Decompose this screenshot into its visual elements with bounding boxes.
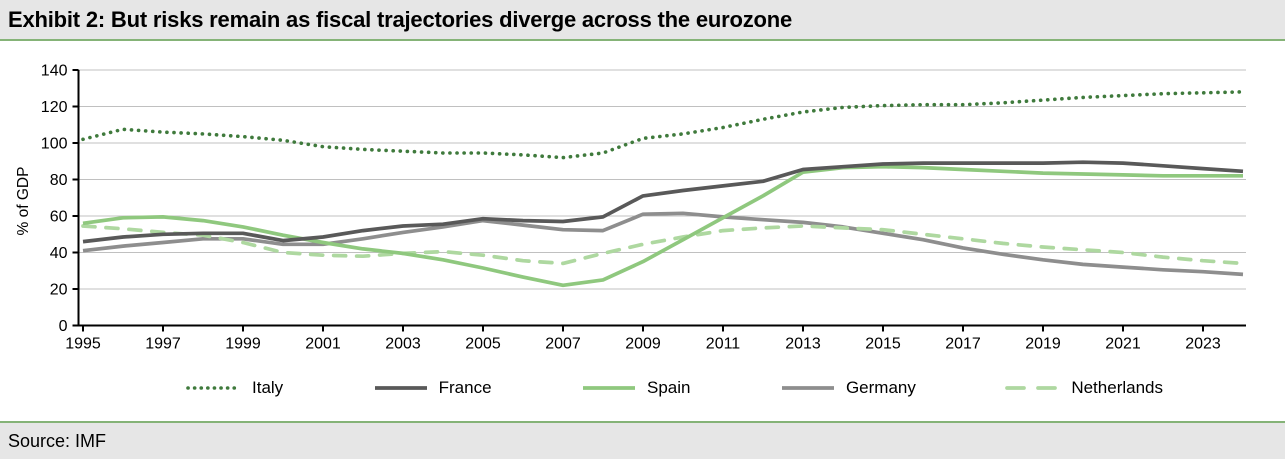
- legend-label: Netherlands: [1071, 378, 1163, 397]
- x-tick-label: 2015: [865, 336, 901, 353]
- y-tick-label: 0: [59, 318, 68, 335]
- legend-line-sample-solid: [583, 386, 636, 390]
- series-line-italy: [81, 90, 1245, 160]
- y-axis-title: % of GDP: [15, 167, 32, 236]
- x-tick-label: 2023: [1185, 336, 1221, 353]
- legend-line-sample-dotted: [186, 386, 242, 390]
- y-tick-label: 40: [50, 245, 68, 262]
- x-tick-label: 2001: [305, 336, 341, 353]
- y-tick-label: 60: [50, 209, 68, 226]
- x-tick-label: 1995: [65, 336, 101, 353]
- legend-item-netherlands: Netherlands: [1005, 378, 1163, 398]
- x-tick-label: 2017: [945, 336, 981, 353]
- x-tick-label: 2003: [385, 336, 421, 353]
- series-line-germany: [82, 211, 1244, 277]
- series-line-spain: [82, 164, 1243, 288]
- y-tick-label: 140: [41, 63, 68, 80]
- y-tick-label: 80: [50, 172, 68, 189]
- x-tick-label: 1997: [145, 336, 181, 353]
- x-tick-label: 2005: [465, 336, 501, 353]
- x-tick-label: 2013: [785, 336, 821, 353]
- legend-item-germany: Germany: [780, 378, 916, 398]
- source-text: Source: IMF: [8, 430, 107, 451]
- chart-legend: Italy France Spain Germany Netherlands: [0, 361, 1285, 401]
- legend-line-sample-solid: [781, 386, 834, 390]
- x-tick-label: 2019: [1025, 336, 1061, 353]
- source-bar: Source: IMF: [0, 421, 1285, 459]
- legend-label: Spain: [647, 378, 691, 397]
- exhibit-title: Exhibit 2: But risks remain as fiscal tr…: [8, 6, 793, 32]
- legend-item-france: France: [373, 378, 492, 398]
- y-tick-label: 100: [41, 136, 68, 153]
- x-tick-label: 2007: [545, 336, 581, 353]
- legend-label: Italy: [252, 378, 284, 397]
- debt-to-gdp-chart: 0 20 40 60 80 100 120 140 1995 1997 1999 2001 2003 20…: [0, 41, 1285, 361]
- x-tick-label: 2021: [1105, 336, 1141, 353]
- series-line-netherlands: [81, 224, 1245, 266]
- exhibit-header: Exhibit 2: But risks remain as fiscal tr…: [0, 0, 1285, 41]
- legend-label: France: [438, 378, 492, 397]
- x-tick-label: 2009: [625, 336, 661, 353]
- x-tick-label: 1999: [225, 336, 261, 353]
- legend-item-italy: Italy: [186, 378, 283, 398]
- legend-line-sample-dashed: [1005, 386, 1062, 390]
- legend-item-spain: Spain: [581, 378, 691, 398]
- y-tick-label: 120: [41, 99, 68, 116]
- series-line-france: [82, 160, 1244, 244]
- x-tick-label: 2011: [706, 336, 741, 353]
- y-tick-label: 20: [50, 282, 68, 299]
- legend-line-sample-solid: [374, 386, 427, 390]
- legend-label: Germany: [845, 378, 916, 397]
